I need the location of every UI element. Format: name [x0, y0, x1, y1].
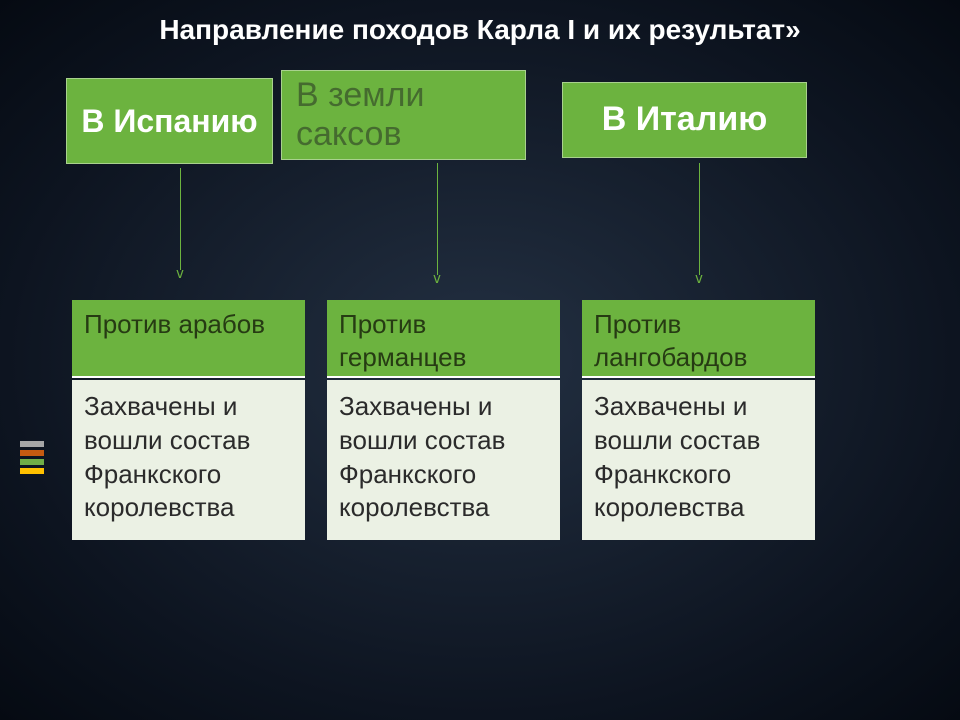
arrow-head-saxons: v — [433, 271, 441, 287]
sidebar-stripe — [20, 459, 44, 465]
sidebar-stripe — [20, 441, 44, 447]
arrow-line-italy — [699, 163, 700, 275]
sidebar-stripe — [20, 468, 44, 474]
arrow-head-italy: v — [695, 271, 703, 287]
bot-box-spain: Захвачены и вошли состав Франкского коро… — [72, 380, 305, 540]
top-box-saxons: В земли саксов — [281, 70, 526, 160]
top-box-spain: В Испанию — [66, 78, 273, 164]
mid-box-italy: Против лангобардов — [582, 300, 815, 378]
arrow-line-saxons — [437, 163, 438, 275]
mid-box-saxons: Против германцев — [327, 300, 560, 378]
arrow-head-spain: v — [176, 266, 184, 282]
sidebar-stripe — [20, 450, 44, 456]
bot-box-italy: Захвачены и вошли состав Франкского коро… — [582, 380, 815, 540]
page-title: Направление походов Карла I и их результ… — [0, 12, 960, 47]
mid-box-spain: Против арабов — [72, 300, 305, 378]
sidebar-decoration — [20, 441, 44, 477]
top-box-italy: В Италию — [562, 82, 807, 158]
bot-box-saxons: Захвачены и вошли состав Франкского коро… — [327, 380, 560, 540]
arrow-line-spain — [180, 168, 181, 270]
